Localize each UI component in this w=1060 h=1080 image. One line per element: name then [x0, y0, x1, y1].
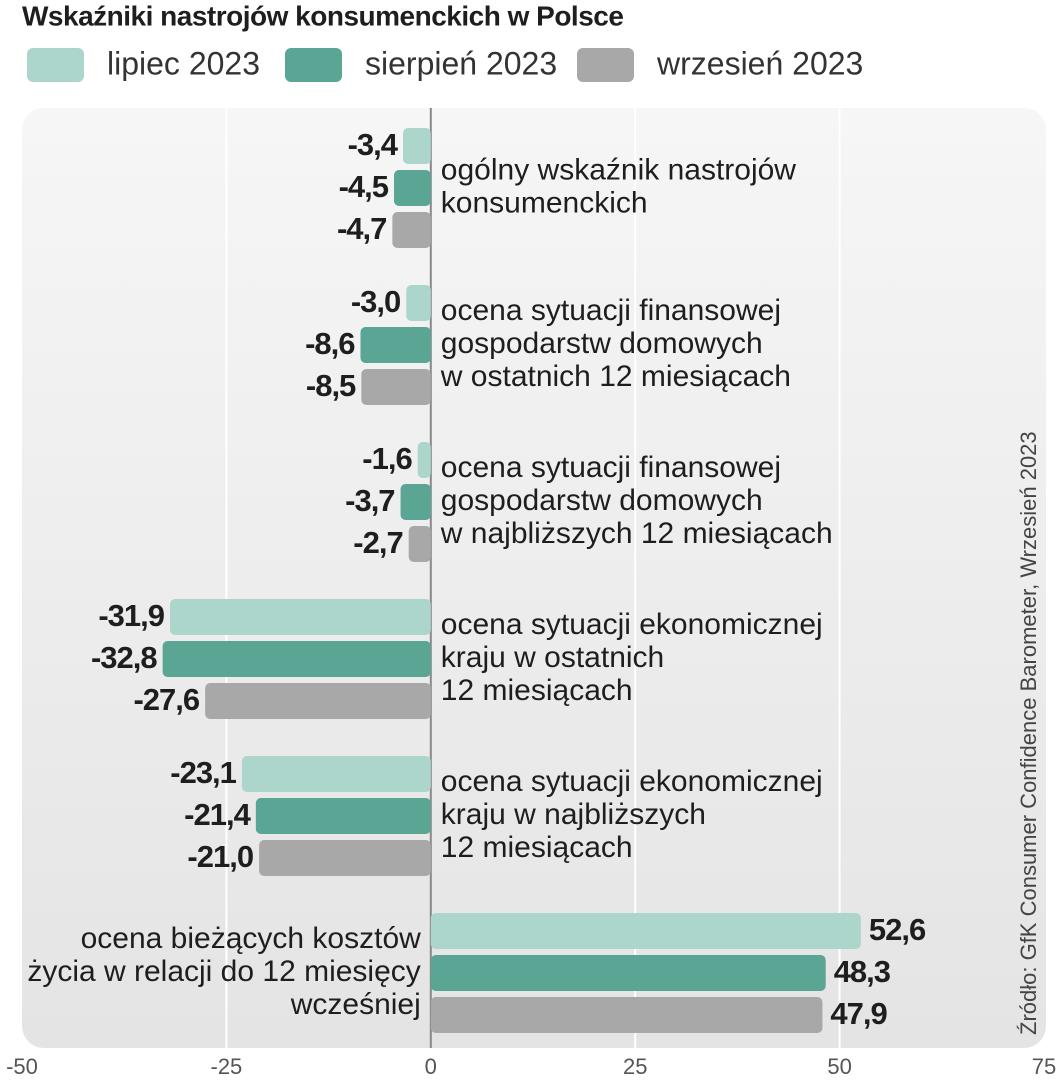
x-tick-label: 25 [623, 1054, 647, 1079]
value-label: -31,9 [98, 598, 164, 633]
x-tick-label: 50 [827, 1054, 851, 1079]
legend-label: wrzesień 2023 [656, 45, 863, 81]
source: Źródło: GfK Consumer Confidence Baromete… [1016, 431, 1041, 1035]
category-label: ocena sytuacji finansowej [441, 294, 781, 327]
category-label: gospodarstw domowych [441, 484, 763, 517]
bar [403, 128, 431, 164]
value-label: -32,8 [91, 640, 157, 675]
category-label: ocena sytuacji ekonomicznej [441, 765, 823, 798]
value-label: 48,3 [834, 954, 891, 989]
category-label: ogólny wskaźnik nastrojów [441, 153, 797, 186]
bar [394, 170, 431, 206]
category-label: w najbliższych 12 miesiącach [440, 517, 833, 550]
bar [392, 212, 431, 248]
category-label: ocena sytuacji ekonomicznej [441, 608, 823, 641]
category-label: 12 miesiącach [441, 674, 633, 707]
bar [430, 913, 861, 949]
x-tick-label: 75 [1032, 1054, 1056, 1079]
x-tick-label: -50 [6, 1054, 38, 1079]
bar [400, 484, 431, 520]
legend-label: sierpień 2023 [365, 45, 557, 81]
bar [417, 442, 431, 478]
x-tick-label: 0 [425, 1054, 437, 1079]
value-label: -8,5 [306, 368, 356, 403]
value-label: -1,6 [362, 441, 412, 476]
bar [162, 641, 431, 677]
legend-swatch [27, 48, 84, 82]
bar [430, 955, 826, 991]
value-label: -3,0 [351, 284, 400, 319]
bar [360, 327, 431, 363]
category-label: ocena bieżących kosztów [81, 922, 422, 955]
category-label: gospodarstw domowych [441, 327, 763, 360]
value-label: -4,7 [337, 211, 386, 246]
plot-background [22, 108, 1046, 1048]
value-label: -3,4 [348, 127, 399, 162]
value-label: -4,5 [339, 169, 389, 204]
bar [241, 756, 431, 792]
category-label: konsumenckich [441, 186, 648, 219]
legend-label: lipiec 2023 [107, 45, 260, 81]
category-label: w ostatnich 12 miesiącach [440, 360, 791, 393]
x-tick-label: -25 [211, 1054, 243, 1079]
category-label: kraju w ostatnich [441, 641, 664, 674]
legend-swatch [285, 48, 342, 82]
category-label: wcześniej [290, 988, 421, 1021]
category-label: 12 miesiącach [441, 831, 633, 864]
bar [408, 526, 431, 562]
value-label: -3,7 [345, 483, 394, 518]
chart-title: Wskaźniki nastrojów konsumenckich w Pols… [22, 0, 623, 31]
bar [259, 840, 431, 876]
value-label: -21,4 [184, 797, 251, 832]
bar [169, 599, 431, 635]
category-label: kraju w najbliższych [441, 798, 706, 831]
value-label: -21,0 [187, 839, 253, 874]
value-label: -27,6 [133, 682, 199, 717]
value-label: 47,9 [830, 996, 887, 1031]
category-label: życia w relacji do 12 miesięcy [27, 955, 420, 988]
bar [406, 285, 431, 321]
bar [430, 997, 823, 1033]
value-label: -23,1 [170, 755, 236, 790]
value-label: -2,7 [353, 525, 402, 560]
bar [255, 798, 431, 834]
value-label: -8,6 [305, 326, 355, 361]
bar [361, 369, 431, 405]
value-label: 52,6 [869, 912, 926, 947]
bar [205, 683, 431, 719]
category-label: ocena sytuacji finansowej [441, 451, 781, 484]
legend-swatch [577, 48, 634, 82]
